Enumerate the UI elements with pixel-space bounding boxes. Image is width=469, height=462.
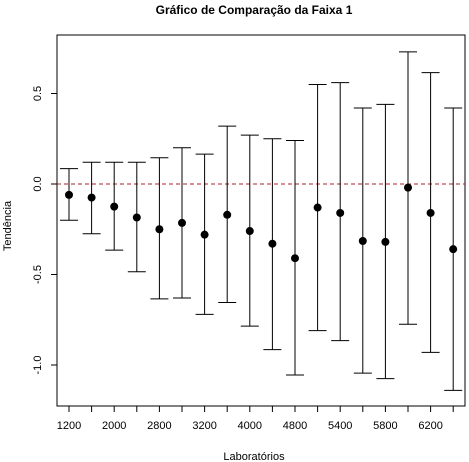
data-point (132, 213, 141, 222)
data-points (65, 183, 458, 263)
plot-frame (56, 34, 466, 407)
data-point (291, 254, 299, 263)
data-point (245, 227, 254, 236)
data-point (200, 230, 209, 239)
y-axis: 0.5 0.0 -0.5 -1.0 (32, 86, 57, 375)
data-point (268, 239, 277, 248)
x-axis-label: Laboratórios (223, 451, 285, 462)
x-tick-label: 4000 (238, 420, 262, 432)
data-point (313, 203, 322, 212)
x-tick-label: 5400 (328, 420, 352, 432)
x-tick-label: 3200 (192, 420, 216, 432)
data-point (110, 202, 119, 211)
y-tick-label: -0.5 (32, 265, 44, 284)
x-tick-label: 2800 (147, 420, 171, 432)
data-point (358, 237, 367, 246)
x-axis: 1200 2000 2800 3200 4000 4800 5400 5800 6200 (57, 406, 454, 432)
error-bars (60, 51, 463, 391)
x-tick-label: 5800 (373, 420, 397, 432)
data-point (381, 237, 390, 246)
x-tick-label: 4800 (283, 420, 307, 432)
x-tick-label: 6200 (418, 420, 442, 432)
data-point (178, 218, 186, 227)
y-tick-label: 0.5 (32, 86, 44, 101)
y-axis-label: Tendência (2, 200, 14, 251)
y-tick-label: -1.0 (32, 356, 44, 375)
x-tick-label: 1200 (57, 420, 81, 432)
data-point (223, 210, 232, 219)
x-tick-label: 2000 (102, 420, 126, 432)
data-point (155, 225, 164, 234)
data-point (65, 190, 73, 199)
y-tick-label: 0.0 (32, 176, 44, 191)
data-point (404, 183, 412, 192)
data-point (449, 245, 458, 254)
data-point (87, 193, 96, 202)
chart-title: Gráfico de Comparação da Faixa 1 (156, 3, 353, 17)
data-point (426, 208, 435, 217)
data-point (336, 208, 345, 217)
